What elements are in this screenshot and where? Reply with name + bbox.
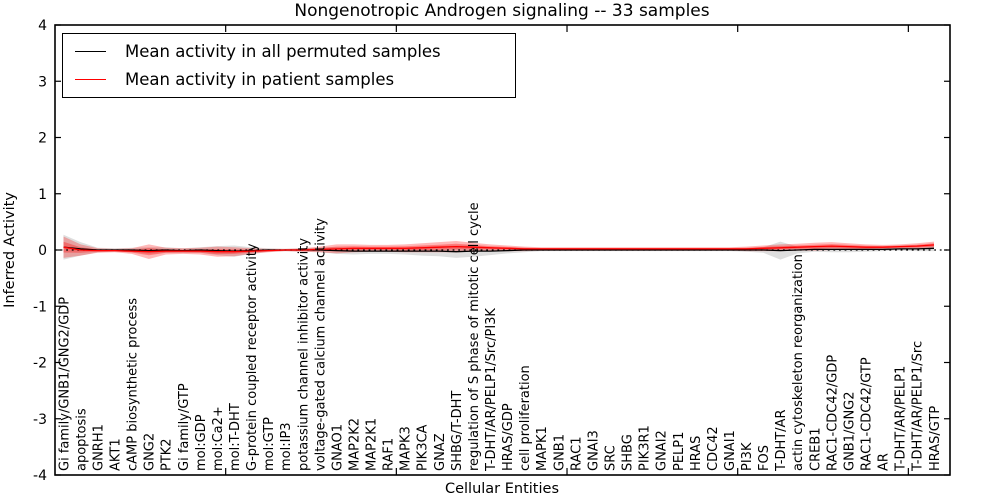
x-tick-label: cell proliferation [518,365,533,471]
permuted-mean-line [63,246,935,253]
legend: Mean activity in all permuted samples Me… [62,33,516,98]
x-tick-label: GNB1/GNG2 [842,391,857,471]
x-tick-label: PELP1 [672,432,687,471]
y-tick-label: -3 [33,412,47,428]
x-tick-label: SRC [604,445,619,471]
permuted-line-swatch [75,51,106,53]
y-tick-label: 2 [38,131,47,147]
x-tick-label: GNAI3 [586,430,601,471]
x-tick-label: HRAS/GDP [501,403,516,471]
chart-title: Nongenotropic Androgen signaling -- 33 s… [294,1,709,21]
y-tick-labels: 4 3 2 1 0 -1 -2 -3 -4 [33,18,47,484]
legend-label-permuted: Mean activity in all permuted samples [125,42,441,62]
x-tick-label: GNRH1 [92,424,107,471]
x-tick-label: SHBG/T-DHT [450,391,465,471]
x-tick-label: RAC1-CDC42/GDP [825,355,840,471]
x-tick-label: cAMP biosynthetic process [126,298,141,471]
x-tick-label: PIK3R1 [638,425,653,471]
x-tick-label: G-protein coupled receptor activity [245,243,260,471]
x-tick-label: CREB1 [808,427,823,471]
x-tick-label: T-DHT/AR/PELP1/Src [911,341,926,472]
x-tick-label: HRAS [689,436,704,471]
x-tick-label: CDC42 [706,426,721,471]
x-tick-label: T-DHT/AR/PELP1 [894,366,909,472]
x-axis-label: Cellular Entities [445,481,559,497]
permuted-band [63,234,934,260]
x-tick-label: SHBG [621,434,636,471]
legend-label-patient: Mean activity in patient samples [125,69,395,89]
x-tick-label: mol:GTP [262,417,277,471]
x-tick-label: PTK2 [160,438,175,471]
y-tick-label: 3 [38,74,47,90]
x-tick-label: T-DHT/AR [774,410,789,472]
x-tick-label: mol:IP3 [279,422,294,471]
x-tick-label: GNAI2 [655,430,670,471]
x-tick-labels: Gi family/GNB1/GNG2/GDP apoptosis GNRH1 AKT… [57,202,943,472]
x-tick-label: Gi family/GNB1/GNG2/GDP [57,297,72,471]
legend-item-patient: Mean activity in patient samples [63,70,515,89]
x-tick-label: T-DHT/AR/PELP1/Src/PI3K [484,308,499,472]
y-tick-label: 0 [38,243,47,259]
y-tick-label: -2 [33,356,47,372]
x-tick-label: mol:GDP [194,414,209,471]
x-tick-label: MAPK1 [535,426,550,471]
y-tick-label: 1 [38,187,47,203]
x-tick-label: voltage-gated calcium channel activity [313,218,328,471]
x-tick-label: AR [877,453,892,471]
x-tick-label: apoptosis [74,408,89,471]
x-tick-label: GNB1 [552,434,567,471]
x-tick-label: GNG2 [143,433,158,471]
x-tick-label: GNAO1 [330,424,345,471]
x-tick-label: PIK3CA [416,424,431,471]
y-axis-label: Inferred Activity [2,192,18,308]
x-tick-label: GNAZ [433,433,448,471]
x-tick-label: mol:T-DHT [228,403,243,471]
legend-item-permuted: Mean activity in all permuted samples [63,42,515,61]
x-tick-label: actin cytoskeleton reorganization [791,254,806,471]
patient-mean-line [63,244,935,253]
x-tick-label: MAP2K2 [348,418,363,471]
patient-line-swatch [75,78,106,80]
x-tick-label: GNAI1 [723,430,738,471]
y-tick-label: -1 [33,299,47,315]
x-tick-label: AKT1 [109,438,124,471]
x-tick-label: FOS [757,445,772,471]
x-tick-label: potassium channel inhibitor activity [296,238,311,471]
x-tick-label: mol:Ca2+ [211,406,226,471]
x-tick-label: RAC1-CDC42/GTP [860,357,875,471]
x-tick-label: MAPK3 [399,426,414,471]
x-tick-label: RAF1 [382,438,397,471]
y-tick-label: 4 [38,18,47,34]
x-tick-label: HRAS/GTP [928,406,943,471]
x-tick-label: MAP2K1 [365,418,380,471]
x-tick-label: RAC1 [569,436,584,471]
x-tick-label: PI3K [740,442,755,471]
y-tick-label: -4 [33,468,47,484]
axis-ticks [55,24,950,476]
x-tick-label: regulation of S phase of mitotic cell cy… [467,202,482,471]
x-tick-label: Gi family/GTP [177,383,192,471]
